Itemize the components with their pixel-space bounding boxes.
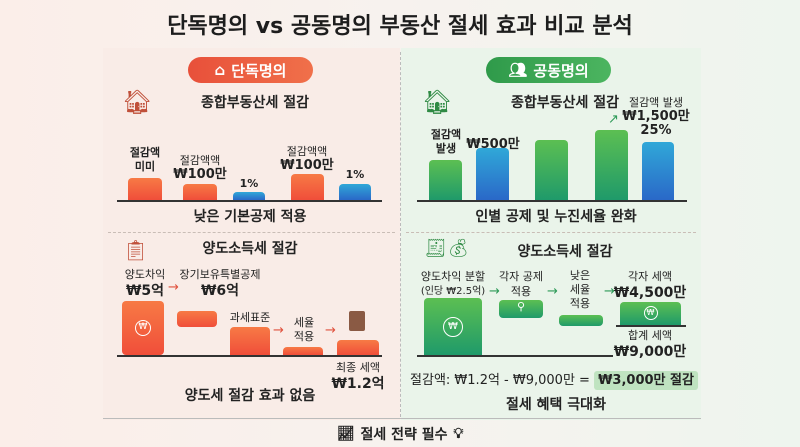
chart-bar bbox=[283, 347, 323, 355]
chart-bar: ₩ bbox=[620, 302, 681, 325]
joint-ownership-badge: 👥︎ 공동명의 bbox=[486, 57, 611, 83]
rate-label: 세율 적용 bbox=[293, 316, 315, 343]
house-outline-icon: ⌂ bbox=[214, 61, 226, 79]
up-arrow-icon: ↗ bbox=[608, 112, 619, 127]
people-icon: 👥︎ bbox=[508, 61, 528, 79]
house-icon: 🏠︎ bbox=[122, 88, 153, 116]
final-tax-label: 최종 세액 ₩1.2억 bbox=[331, 361, 385, 392]
lightbulb-icon: 💡︎ bbox=[453, 426, 464, 442]
chart-bar: ⚲ bbox=[499, 300, 543, 318]
rate-label: 낮은 세율 적용 bbox=[569, 269, 591, 310]
bar-label: 1% bbox=[345, 168, 365, 181]
page-title: 단독명의 vs 공동명의 부동산 절세 효과 비교 분석 bbox=[167, 14, 633, 39]
chart-bar bbox=[233, 192, 265, 200]
chart-baseline bbox=[417, 200, 687, 202]
chart-bar: ₩ bbox=[122, 301, 164, 355]
property-tax-title: 종합부동산세 절감 bbox=[511, 95, 619, 111]
won-coin-icon: ₩ bbox=[643, 306, 658, 320]
bar-label: 절감액액 ₩100만 bbox=[280, 145, 334, 173]
chart-bar bbox=[535, 140, 568, 200]
clipboard-won-icon: 📋︎ bbox=[123, 238, 149, 262]
person-icon: ⚲ bbox=[516, 300, 526, 313]
bar-label: 절감액 발생 bbox=[430, 128, 462, 155]
property-tax-caption: 인별 공제 및 누진세율 완화 bbox=[475, 209, 637, 225]
chart-growth-icon: 📈︎ bbox=[336, 426, 355, 442]
deduction-label: 각자 공제 적용 bbox=[499, 270, 543, 298]
chart-bar bbox=[429, 160, 462, 200]
chart-bar bbox=[177, 311, 217, 327]
each-tax-line bbox=[616, 325, 686, 327]
chart-bar bbox=[476, 148, 509, 200]
capital-gains-caption: 양도세 절감 효과 없음 bbox=[184, 388, 316, 404]
savings-formula: 절감액: ₩1.2억 - ₩9,000만 = ₩3,000만 절감 bbox=[410, 369, 698, 390]
house-calculator-icon: 🏠︎ bbox=[422, 88, 453, 116]
deduction-label: 장기보유특별공제 ₩6억 bbox=[179, 268, 261, 299]
arrow-icon: → bbox=[489, 284, 500, 299]
chart-bar bbox=[128, 178, 162, 200]
house-won-cycle-icon: ₩ bbox=[443, 317, 463, 337]
won-coin-icon: ₩ bbox=[135, 320, 151, 336]
arrow-icon: → bbox=[273, 323, 284, 338]
calculator-icon bbox=[349, 311, 365, 331]
footer: 📈︎ 절세 전략 필수 💡︎ bbox=[336, 426, 464, 443]
bar-label: ₩500만 bbox=[466, 137, 520, 152]
property-tax-caption: 낮은 기본공제 적용 bbox=[193, 209, 307, 225]
bar-label: 절감액 미미 bbox=[129, 146, 161, 173]
chart-bar bbox=[291, 174, 324, 200]
sole-ownership-panel bbox=[103, 48, 400, 420]
arrow-icon: → bbox=[325, 323, 336, 338]
bar-label: 1% bbox=[239, 177, 259, 190]
total-tax-label: 합계 세액 ₩9,000만 bbox=[613, 329, 687, 360]
panel-divider bbox=[400, 52, 401, 417]
arrow-icon: → bbox=[168, 280, 179, 295]
tax-document-money-bag-icon: 🧾︎💰︎ bbox=[424, 238, 470, 259]
arrow-icon: → bbox=[547, 284, 558, 299]
split-label: 양도차익 분할 (인당 ₩2.5억) bbox=[420, 270, 486, 297]
bar-label: 절감액액 ₩100만 bbox=[173, 154, 227, 182]
chart-bar bbox=[642, 142, 674, 200]
arrow-icon: → bbox=[604, 284, 615, 299]
section-divider bbox=[406, 232, 696, 233]
chart-bar bbox=[559, 315, 603, 326]
capital-gains-caption: 절세 혜택 극대화 bbox=[506, 397, 606, 413]
capital-gains-title: 양도소득세 절감 bbox=[517, 244, 613, 260]
chart-bar bbox=[337, 340, 379, 355]
bar-label: 절감액 발생 ₩1,500만 25% bbox=[622, 96, 690, 138]
chart-baseline bbox=[417, 355, 613, 357]
chart-bar bbox=[230, 327, 270, 355]
capital-gains-title: 양도소득세 절감 bbox=[202, 241, 298, 257]
savings-highlight: ₩3,000만 절감 bbox=[594, 371, 698, 390]
chart-bar bbox=[339, 184, 371, 200]
chart-baseline bbox=[117, 200, 382, 202]
chart-bar bbox=[595, 130, 628, 200]
joint-ownership-panel bbox=[401, 48, 701, 420]
sole-ownership-badge: ⌂ 단독명의 bbox=[188, 57, 313, 83]
chart-bar: ₩ bbox=[424, 298, 482, 355]
gain-label: 양도차익 ₩5억 bbox=[124, 268, 166, 299]
section-divider bbox=[108, 232, 395, 233]
each-tax-label: 각자 세액 ₩4,500만 bbox=[613, 270, 687, 301]
property-tax-title: 종합부동산세 절감 bbox=[201, 95, 309, 111]
footer-divider bbox=[103, 418, 701, 419]
tax-base-label: 과세표준 bbox=[229, 311, 271, 324]
chart-bar bbox=[183, 184, 217, 200]
chart-baseline bbox=[117, 355, 382, 357]
